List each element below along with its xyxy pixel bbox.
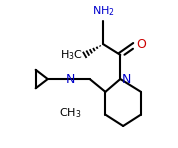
Text: $\mathrm{CH_3}$: $\mathrm{CH_3}$ <box>59 106 82 120</box>
Text: N: N <box>66 73 75 86</box>
Text: $\mathrm{NH_2}$: $\mathrm{NH_2}$ <box>92 4 115 18</box>
Text: $\mathrm{H_3C}$: $\mathrm{H_3C}$ <box>60 48 83 62</box>
Text: N: N <box>122 73 131 86</box>
Text: O: O <box>136 38 146 51</box>
